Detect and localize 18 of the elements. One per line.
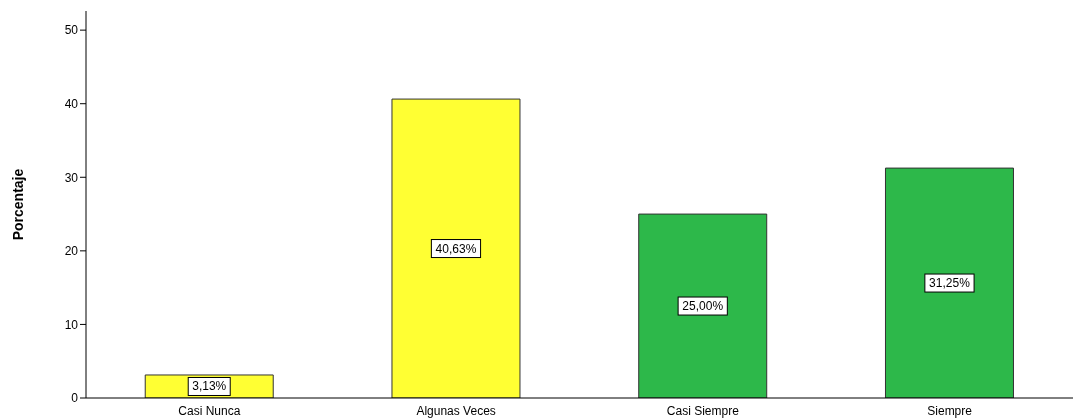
data-label: 40,63% <box>435 241 477 256</box>
y-tick-label: 30 <box>64 170 79 185</box>
x-tick-label: Siempre <box>927 403 973 418</box>
bar <box>391 98 521 398</box>
y-tick-label: 40 <box>64 96 79 111</box>
data-label: 3,13% <box>192 379 227 394</box>
bar <box>884 167 1014 398</box>
y-axis-title: Porcentaje <box>9 168 26 241</box>
x-tick-label: Casi Nunca <box>178 403 241 418</box>
data-label: 31,25% <box>929 276 971 291</box>
y-tick-label: 0 <box>71 391 79 406</box>
y-tick-label: 10 <box>64 317 79 332</box>
x-tick-label: Casi Siempre <box>666 403 740 418</box>
y-tick-label: 20 <box>64 244 79 259</box>
x-tick-label: Algunas Veces <box>416 403 496 418</box>
y-tick-label: 50 <box>64 23 79 38</box>
data-label: 25,00% <box>682 299 724 314</box>
bar <box>638 213 768 398</box>
